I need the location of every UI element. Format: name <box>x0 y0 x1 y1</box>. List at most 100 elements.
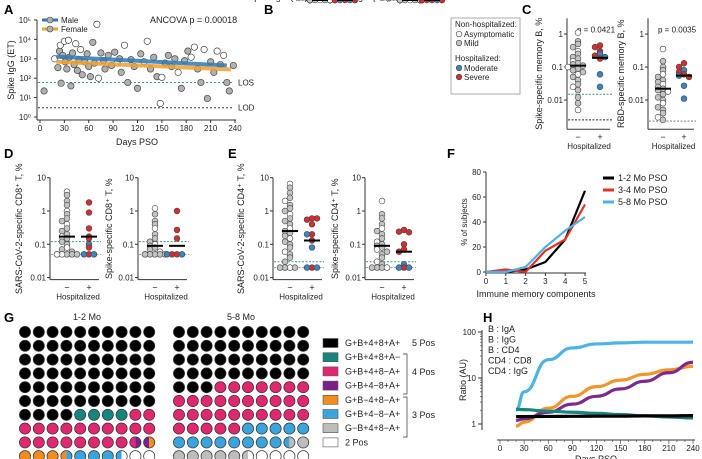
subject-dot <box>242 367 254 380</box>
subject-dot <box>255 326 268 338</box>
subject-dot <box>297 450 310 459</box>
subject-dot <box>255 450 268 459</box>
data-point <box>313 264 321 271</box>
group-title: 1-2 Mo <box>73 312 101 322</box>
data-point <box>276 264 284 271</box>
subject-dot <box>186 339 199 352</box>
x-tick-label: 30 <box>520 444 529 453</box>
legend-swatch <box>322 338 339 348</box>
legend-marker-severe <box>455 73 463 81</box>
subject-dot <box>74 395 87 407</box>
legend-label: 5-8 Mo PSO <box>618 197 668 207</box>
data-point <box>281 207 289 215</box>
subject-dot <box>46 422 59 435</box>
subject-dot-outline <box>283 436 296 449</box>
subject-dot <box>74 436 87 449</box>
subject-dot <box>269 408 282 421</box>
subject-dot <box>143 450 156 459</box>
category-label: + <box>309 283 314 293</box>
subject-dot <box>46 408 59 421</box>
subject-dot <box>101 339 114 352</box>
data-point <box>378 235 386 242</box>
data-point <box>143 37 151 45</box>
subject-dot <box>32 353 45 366</box>
subject-dot <box>115 326 128 338</box>
y-tick-label: 10 <box>352 174 361 183</box>
data-point <box>223 78 231 87</box>
subject-dot <box>46 381 59 394</box>
legend-swatch <box>322 394 339 405</box>
data-point <box>124 78 132 87</box>
x-tick-label: 180 <box>180 124 194 133</box>
category-label: − <box>379 283 384 293</box>
subject-dot <box>88 450 100 459</box>
x-tick-label: 150 <box>155 124 169 133</box>
y-tick-label: 0.01 <box>30 274 46 283</box>
data-point <box>68 49 77 57</box>
data-point <box>378 197 386 205</box>
legend-label: Severe <box>464 73 490 82</box>
x-tick-label: 90 <box>568 444 577 453</box>
subject-dot <box>173 450 185 459</box>
y-tick-label: 10 <box>125 174 134 183</box>
data-point <box>173 235 181 242</box>
data-point <box>174 68 182 76</box>
subject-dot <box>186 436 199 449</box>
y-tick-label: 10³ <box>283 0 295 2</box>
legend-swatch <box>322 380 339 391</box>
data-point <box>213 47 221 55</box>
data-point <box>308 244 316 251</box>
y-tick-label: 80 <box>472 168 481 177</box>
x-tick-label: 0 <box>498 444 503 453</box>
subject-dot <box>143 422 156 435</box>
subject-dot-half <box>121 450 128 459</box>
subject-dot <box>269 326 282 338</box>
subject-dot <box>101 353 114 366</box>
y-tick-label: 10¹ <box>283 0 295 2</box>
legend-label: 3-4 Mo PSO <box>618 185 668 195</box>
subject-dot <box>269 381 282 394</box>
legend-label: Male <box>61 16 79 25</box>
data-point <box>281 238 289 245</box>
bracket-label: 3 Pos <box>412 410 436 420</box>
y-tick-label: 0.01 <box>118 274 134 283</box>
subject-dot-half <box>66 450 72 459</box>
subject-dot <box>19 450 31 459</box>
x-tick-label: 210 <box>204 124 218 133</box>
subject-dot <box>297 367 310 380</box>
subject-dot <box>186 395 199 407</box>
legend-title: Hospitalized: <box>455 54 501 63</box>
data-point <box>281 197 289 205</box>
subject-dot <box>101 422 114 435</box>
y-tick-label: 1 <box>559 30 564 39</box>
subject-dot <box>200 326 213 338</box>
y-tick-label: 1 <box>265 207 270 216</box>
subject-dot <box>60 326 73 338</box>
x-tick-label: 2 <box>523 277 528 286</box>
p-value: p = 0.0035 <box>658 25 697 34</box>
subject-dot-half <box>283 436 290 448</box>
subject-dot <box>19 408 31 421</box>
subject-dot <box>60 395 73 407</box>
subject-dot <box>186 381 199 394</box>
data-point <box>54 64 62 72</box>
subject-dot <box>88 339 100 352</box>
data-point <box>326 0 334 4</box>
subject-dot <box>297 353 310 366</box>
data-point <box>173 207 181 215</box>
subject-dot <box>214 422 227 435</box>
subject-dot <box>242 326 254 338</box>
legend-label: G+B+4+8−A+ <box>345 366 400 376</box>
data-point <box>73 66 81 75</box>
x-axis-label: Immune memory components <box>476 289 596 299</box>
subject-dot <box>129 339 142 352</box>
subject-dot-half <box>289 436 295 448</box>
subject-dot <box>173 326 185 338</box>
legend-label: 2 Pos <box>345 437 369 447</box>
subject-dot <box>143 367 156 380</box>
subject-dot <box>173 436 185 449</box>
data-point <box>133 84 142 92</box>
subject-dot <box>60 339 73 352</box>
y-axis-label: Spike-specific memory B, % <box>534 18 544 130</box>
data-point <box>229 61 237 70</box>
